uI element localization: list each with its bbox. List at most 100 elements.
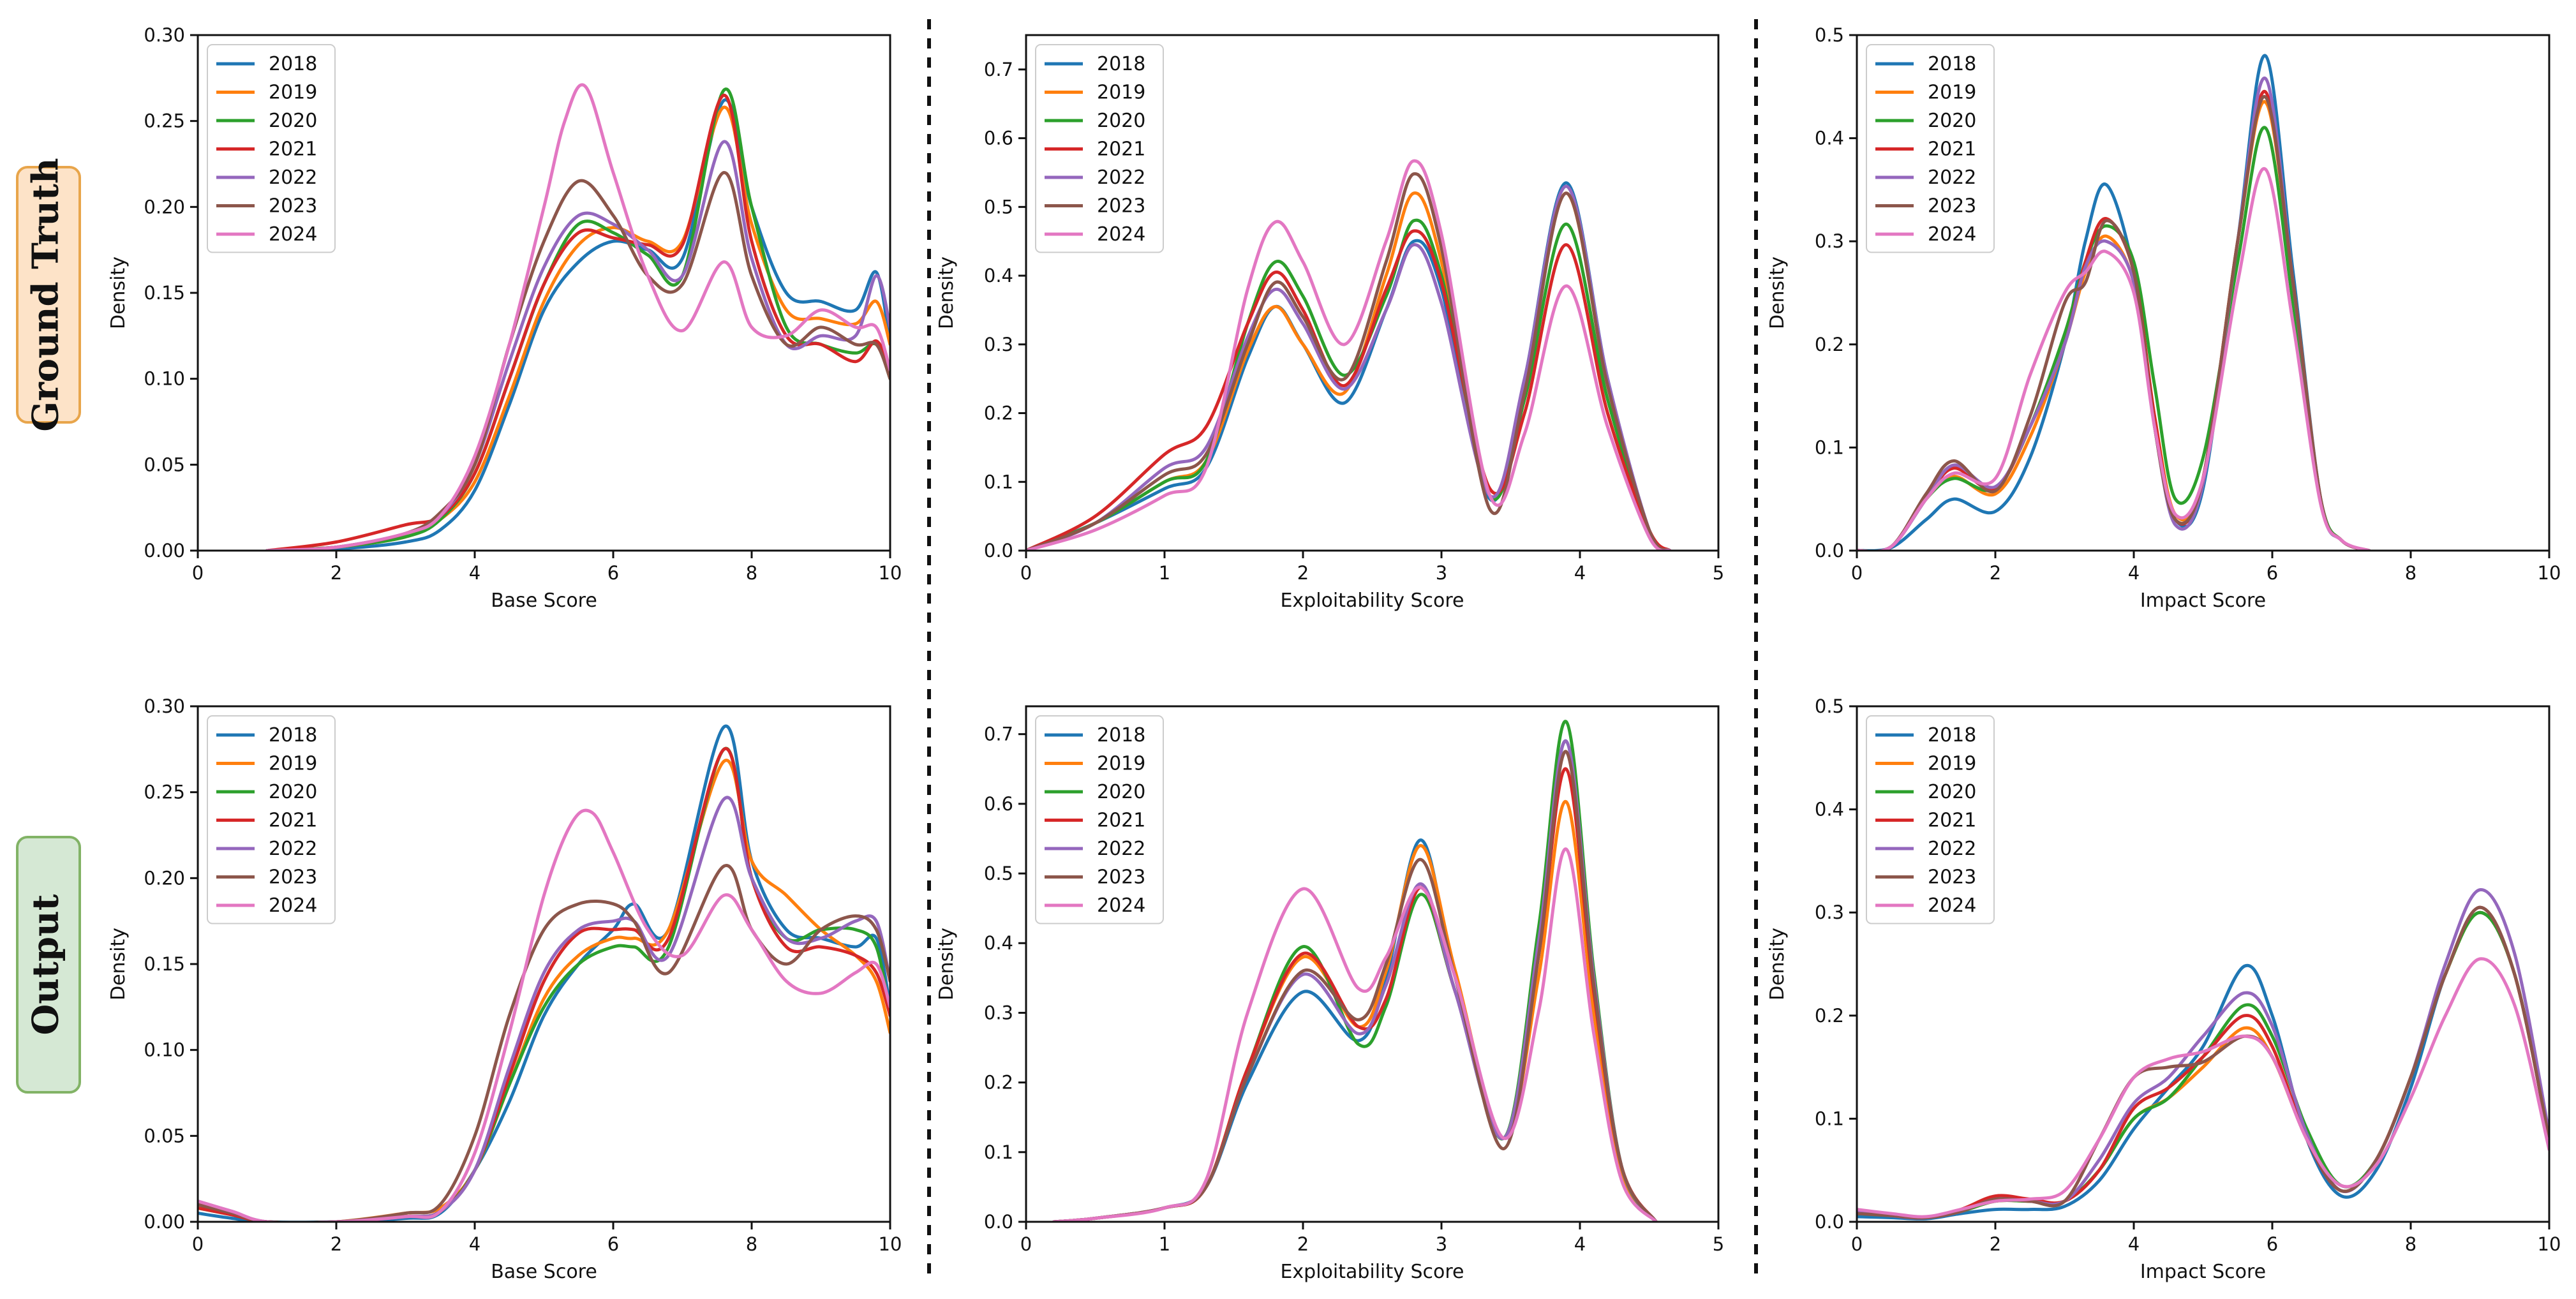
x-tick-label: 4 [469,1233,480,1255]
legend-label-2024: 2024 [1928,894,1976,917]
legend: 2018 2019 2020 2021 2022 2023 2024 [1035,44,1164,253]
y-tick-label: 0.05 [144,1125,185,1147]
legend-label-2020: 2020 [1928,110,1976,132]
series-line-2021 [1026,229,1672,551]
y-tick-label: 0.0 [984,1211,1013,1233]
y-tick-label: 0.5 [1815,24,1844,46]
x-tick-label: 2 [1990,1233,2001,1255]
y-tick-label: 0.2 [1815,1005,1844,1027]
legend: 2018 2019 2020 2021 2022 2023 2024 [207,44,336,253]
y-tick-label: 0.5 [984,196,1013,218]
panel-output-base-score: 0 2 4 6 8 10 0.00 0.05 0.10 0.15 0.20 0.25 0.30 Base … [107,695,902,1283]
x-tick-label: 6 [607,562,619,584]
row-label-ground-truth: Ground Truth [25,158,67,431]
y-tick-label: 0.3 [1815,230,1844,252]
x-tick-label: 4 [469,562,480,584]
x-tick-label: 0 [1020,1233,1032,1255]
x-tick-label: 10 [2538,1233,2561,1255]
y-tick-label: 0.25 [144,782,185,803]
y-tick-label: 0.5 [984,863,1013,884]
legend-box [207,44,336,253]
series-lines [1026,159,1672,551]
legend-label-2024: 2024 [269,223,317,246]
legend-label-2023: 2023 [1097,195,1145,218]
legend-label-2024: 2024 [269,894,317,917]
x-tick-label: 0 [1020,562,1032,584]
legend-label-2019: 2019 [1928,753,1976,775]
legend-label-2019: 2019 [1097,753,1145,775]
series-line-2019 [1857,910,2549,1220]
x-tick-label: 2 [331,1233,342,1255]
series-lines [1857,54,2371,551]
y-tick-label: 0.3 [1815,902,1844,923]
panel-output-exploitability-score: 0 1 2 3 4 5 0.0 0.1 0.2 0.3 0.4 0.5 0.6 0.7 Exploitabi… [935,705,1724,1283]
y-tick-label: 0.10 [144,368,185,390]
x-tick-label: 2 [1297,1233,1309,1255]
y-tick-label: 0.25 [144,110,185,132]
legend-box [1866,715,1995,924]
y-tick-label: 0.05 [144,454,185,475]
legend-box [207,715,336,924]
series-line-2022 [1857,888,2549,1220]
y-tick-label: 0.0 [1815,1211,1844,1233]
legend-box [1035,715,1164,924]
legend-label-2021: 2021 [1097,810,1145,832]
y-tick-label: 0.6 [984,128,1013,149]
legend-box [1035,44,1164,253]
legend-label-2022: 2022 [1097,838,1145,860]
x-tick-label: 4 [1574,1233,1586,1255]
y-tick-label: 0.15 [144,282,185,304]
legend-label-2019: 2019 [1097,82,1145,104]
y-axis-label: Density [107,928,130,1000]
legend-label-2018: 2018 [1097,724,1145,746]
panel-ground-truth-base-score: 0 2 4 6 8 10 0.00 0.05 0.10 0.15 0.20 0.25 0.30 Base … [107,24,902,612]
y-tick-label: 0.30 [144,24,185,46]
axes-frame [1025,34,1720,552]
legend-label-2021: 2021 [269,138,317,161]
x-tick-label: 3 [1436,562,1447,584]
y-axis-label: Density [107,256,130,329]
legend-label-2020: 2020 [1928,781,1976,803]
y-axis-label: Density [1766,928,1789,1000]
x-tick-label: 10 [879,562,902,584]
legend-label-2021: 2021 [269,810,317,832]
panel-output-impact-score: 0 2 4 6 8 10 0.0 0.1 0.2 0.3 0.4 0.5 Impact Score Den… [1766,695,2561,1283]
x-axis-label: Base Score [491,1261,597,1283]
series-line-2023 [265,171,890,551]
x-tick-label: 5 [1713,562,1724,584]
x-tick-label: 8 [746,1233,757,1255]
x-tick-label: 0 [1851,562,1863,584]
x-tick-label: 2 [1990,562,2001,584]
legend-label-2023: 2023 [1097,866,1145,889]
x-tick-label: 0 [192,1233,204,1255]
x-tick-label: 6 [2267,562,2278,584]
legend: 2018 2019 2020 2021 2022 2023 2024 [1866,715,1995,924]
series-lines [198,724,890,1222]
row-badge-output-box [16,836,81,1094]
legend-label-2022: 2022 [1928,167,1976,189]
x-tick-label: 2 [1297,562,1309,584]
legend-label-2024: 2024 [1097,894,1145,917]
x-axis-label: Impact Score [2140,1261,2266,1283]
series-line-2023 [1857,905,2549,1220]
legend-label-2024: 2024 [1097,223,1145,246]
series-line-2021 [265,93,890,551]
x-tick-label: 8 [2405,1233,2416,1255]
legend-label-2021: 2021 [1928,138,1976,161]
x-tick-label: 10 [2538,562,2561,584]
y-tick-label: 0.4 [984,265,1013,286]
panel-ground-truth-impact-score: 0 2 4 6 8 10 0.0 0.1 0.2 0.3 0.4 0.5 Impact Score Den… [1766,24,2561,612]
row-badge-ground-truth-box [16,166,81,424]
y-tick-label: 0.0 [1815,540,1844,561]
legend-label-2021: 2021 [1928,810,1976,832]
x-tick-label: 8 [2405,562,2416,584]
axes-frame [1856,34,2550,552]
y-axis-label: Density [1766,256,1789,329]
x-tick-label: 2 [331,562,342,584]
x-tick-label: 4 [1574,562,1586,584]
y-tick-label: 0.0 [984,540,1013,561]
x-tick-label: 0 [1851,1233,1863,1255]
legend-label-2018: 2018 [269,53,317,75]
y-tick-label: 0.15 [144,953,185,975]
